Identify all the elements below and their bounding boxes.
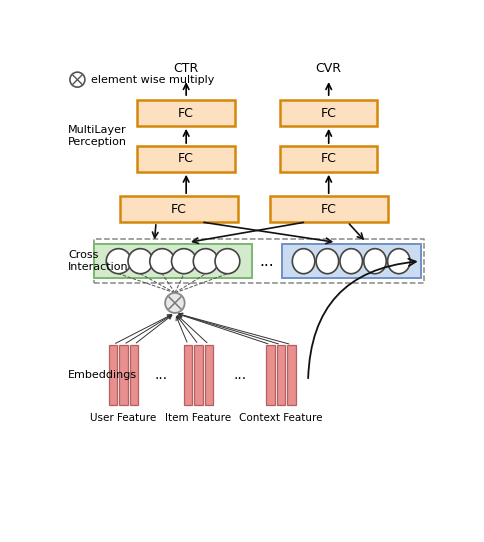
- Text: User Feature: User Feature: [91, 412, 157, 423]
- Ellipse shape: [150, 249, 175, 274]
- Ellipse shape: [316, 249, 339, 274]
- Ellipse shape: [215, 249, 240, 274]
- FancyBboxPatch shape: [137, 146, 235, 172]
- FancyBboxPatch shape: [282, 244, 421, 278]
- Text: ...: ...: [259, 254, 274, 269]
- FancyBboxPatch shape: [266, 345, 275, 405]
- FancyBboxPatch shape: [270, 196, 388, 222]
- FancyBboxPatch shape: [137, 100, 235, 126]
- Text: Embeddings: Embeddings: [68, 370, 137, 380]
- Text: FC: FC: [321, 203, 337, 216]
- Ellipse shape: [340, 249, 363, 274]
- FancyBboxPatch shape: [195, 345, 203, 405]
- Text: CVR: CVR: [316, 62, 342, 75]
- Text: Item Feature: Item Feature: [166, 412, 232, 423]
- FancyArrowPatch shape: [308, 259, 416, 378]
- FancyBboxPatch shape: [120, 345, 128, 405]
- FancyBboxPatch shape: [94, 244, 252, 278]
- Ellipse shape: [364, 249, 386, 274]
- FancyBboxPatch shape: [120, 196, 238, 222]
- Text: FC: FC: [178, 152, 194, 165]
- Text: FC: FC: [178, 107, 194, 120]
- Ellipse shape: [388, 249, 410, 274]
- FancyBboxPatch shape: [277, 345, 285, 405]
- Ellipse shape: [70, 72, 85, 87]
- FancyBboxPatch shape: [184, 345, 192, 405]
- Text: FC: FC: [171, 203, 187, 216]
- Text: CTR: CTR: [174, 62, 199, 75]
- Text: ...: ...: [233, 368, 246, 382]
- Text: element wise multiply: element wise multiply: [91, 75, 214, 85]
- FancyBboxPatch shape: [205, 345, 213, 405]
- Ellipse shape: [165, 293, 185, 313]
- Text: Cross
Interaction: Cross Interaction: [68, 250, 129, 272]
- Ellipse shape: [193, 249, 218, 274]
- FancyBboxPatch shape: [109, 345, 117, 405]
- FancyBboxPatch shape: [130, 345, 138, 405]
- FancyBboxPatch shape: [287, 345, 296, 405]
- Text: Context Feature: Context Feature: [239, 412, 323, 423]
- Ellipse shape: [171, 249, 197, 274]
- Text: FC: FC: [321, 107, 337, 120]
- Text: MultiLayer
Perception: MultiLayer Perception: [68, 125, 127, 147]
- FancyBboxPatch shape: [280, 146, 378, 172]
- Text: FC: FC: [321, 152, 337, 165]
- FancyBboxPatch shape: [280, 100, 378, 126]
- Ellipse shape: [106, 249, 131, 274]
- Ellipse shape: [128, 249, 153, 274]
- Text: ...: ...: [154, 368, 167, 382]
- Ellipse shape: [292, 249, 315, 274]
